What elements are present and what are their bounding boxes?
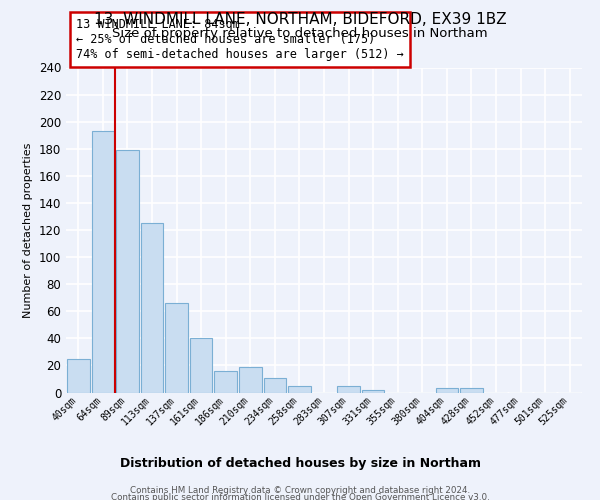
Bar: [460, 388, 483, 392]
Bar: [263, 378, 286, 392]
Text: Size of property relative to detached houses in Northam: Size of property relative to detached ho…: [112, 28, 488, 40]
Bar: [288, 386, 311, 392]
Bar: [116, 150, 139, 392]
Bar: [165, 303, 188, 392]
Text: 13 WINDMILL LANE: 84sqm
← 25% of detached houses are smaller (175)
74% of semi-d: 13 WINDMILL LANE: 84sqm ← 25% of detache…: [76, 18, 404, 61]
Bar: [362, 390, 385, 392]
Bar: [67, 358, 89, 392]
Text: Contains public sector information licensed under the Open Government Licence v3: Contains public sector information licen…: [110, 494, 490, 500]
Bar: [436, 388, 458, 392]
Bar: [92, 131, 114, 392]
Y-axis label: Number of detached properties: Number of detached properties: [23, 142, 33, 318]
Text: Contains HM Land Registry data © Crown copyright and database right 2024.: Contains HM Land Registry data © Crown c…: [130, 486, 470, 495]
Bar: [190, 338, 212, 392]
Bar: [239, 367, 262, 392]
Text: Distribution of detached houses by size in Northam: Distribution of detached houses by size …: [119, 458, 481, 470]
Bar: [140, 223, 163, 392]
Text: 13, WINDMILL LANE, NORTHAM, BIDEFORD, EX39 1BZ: 13, WINDMILL LANE, NORTHAM, BIDEFORD, EX…: [94, 12, 506, 28]
Bar: [337, 386, 360, 392]
Bar: [214, 371, 237, 392]
